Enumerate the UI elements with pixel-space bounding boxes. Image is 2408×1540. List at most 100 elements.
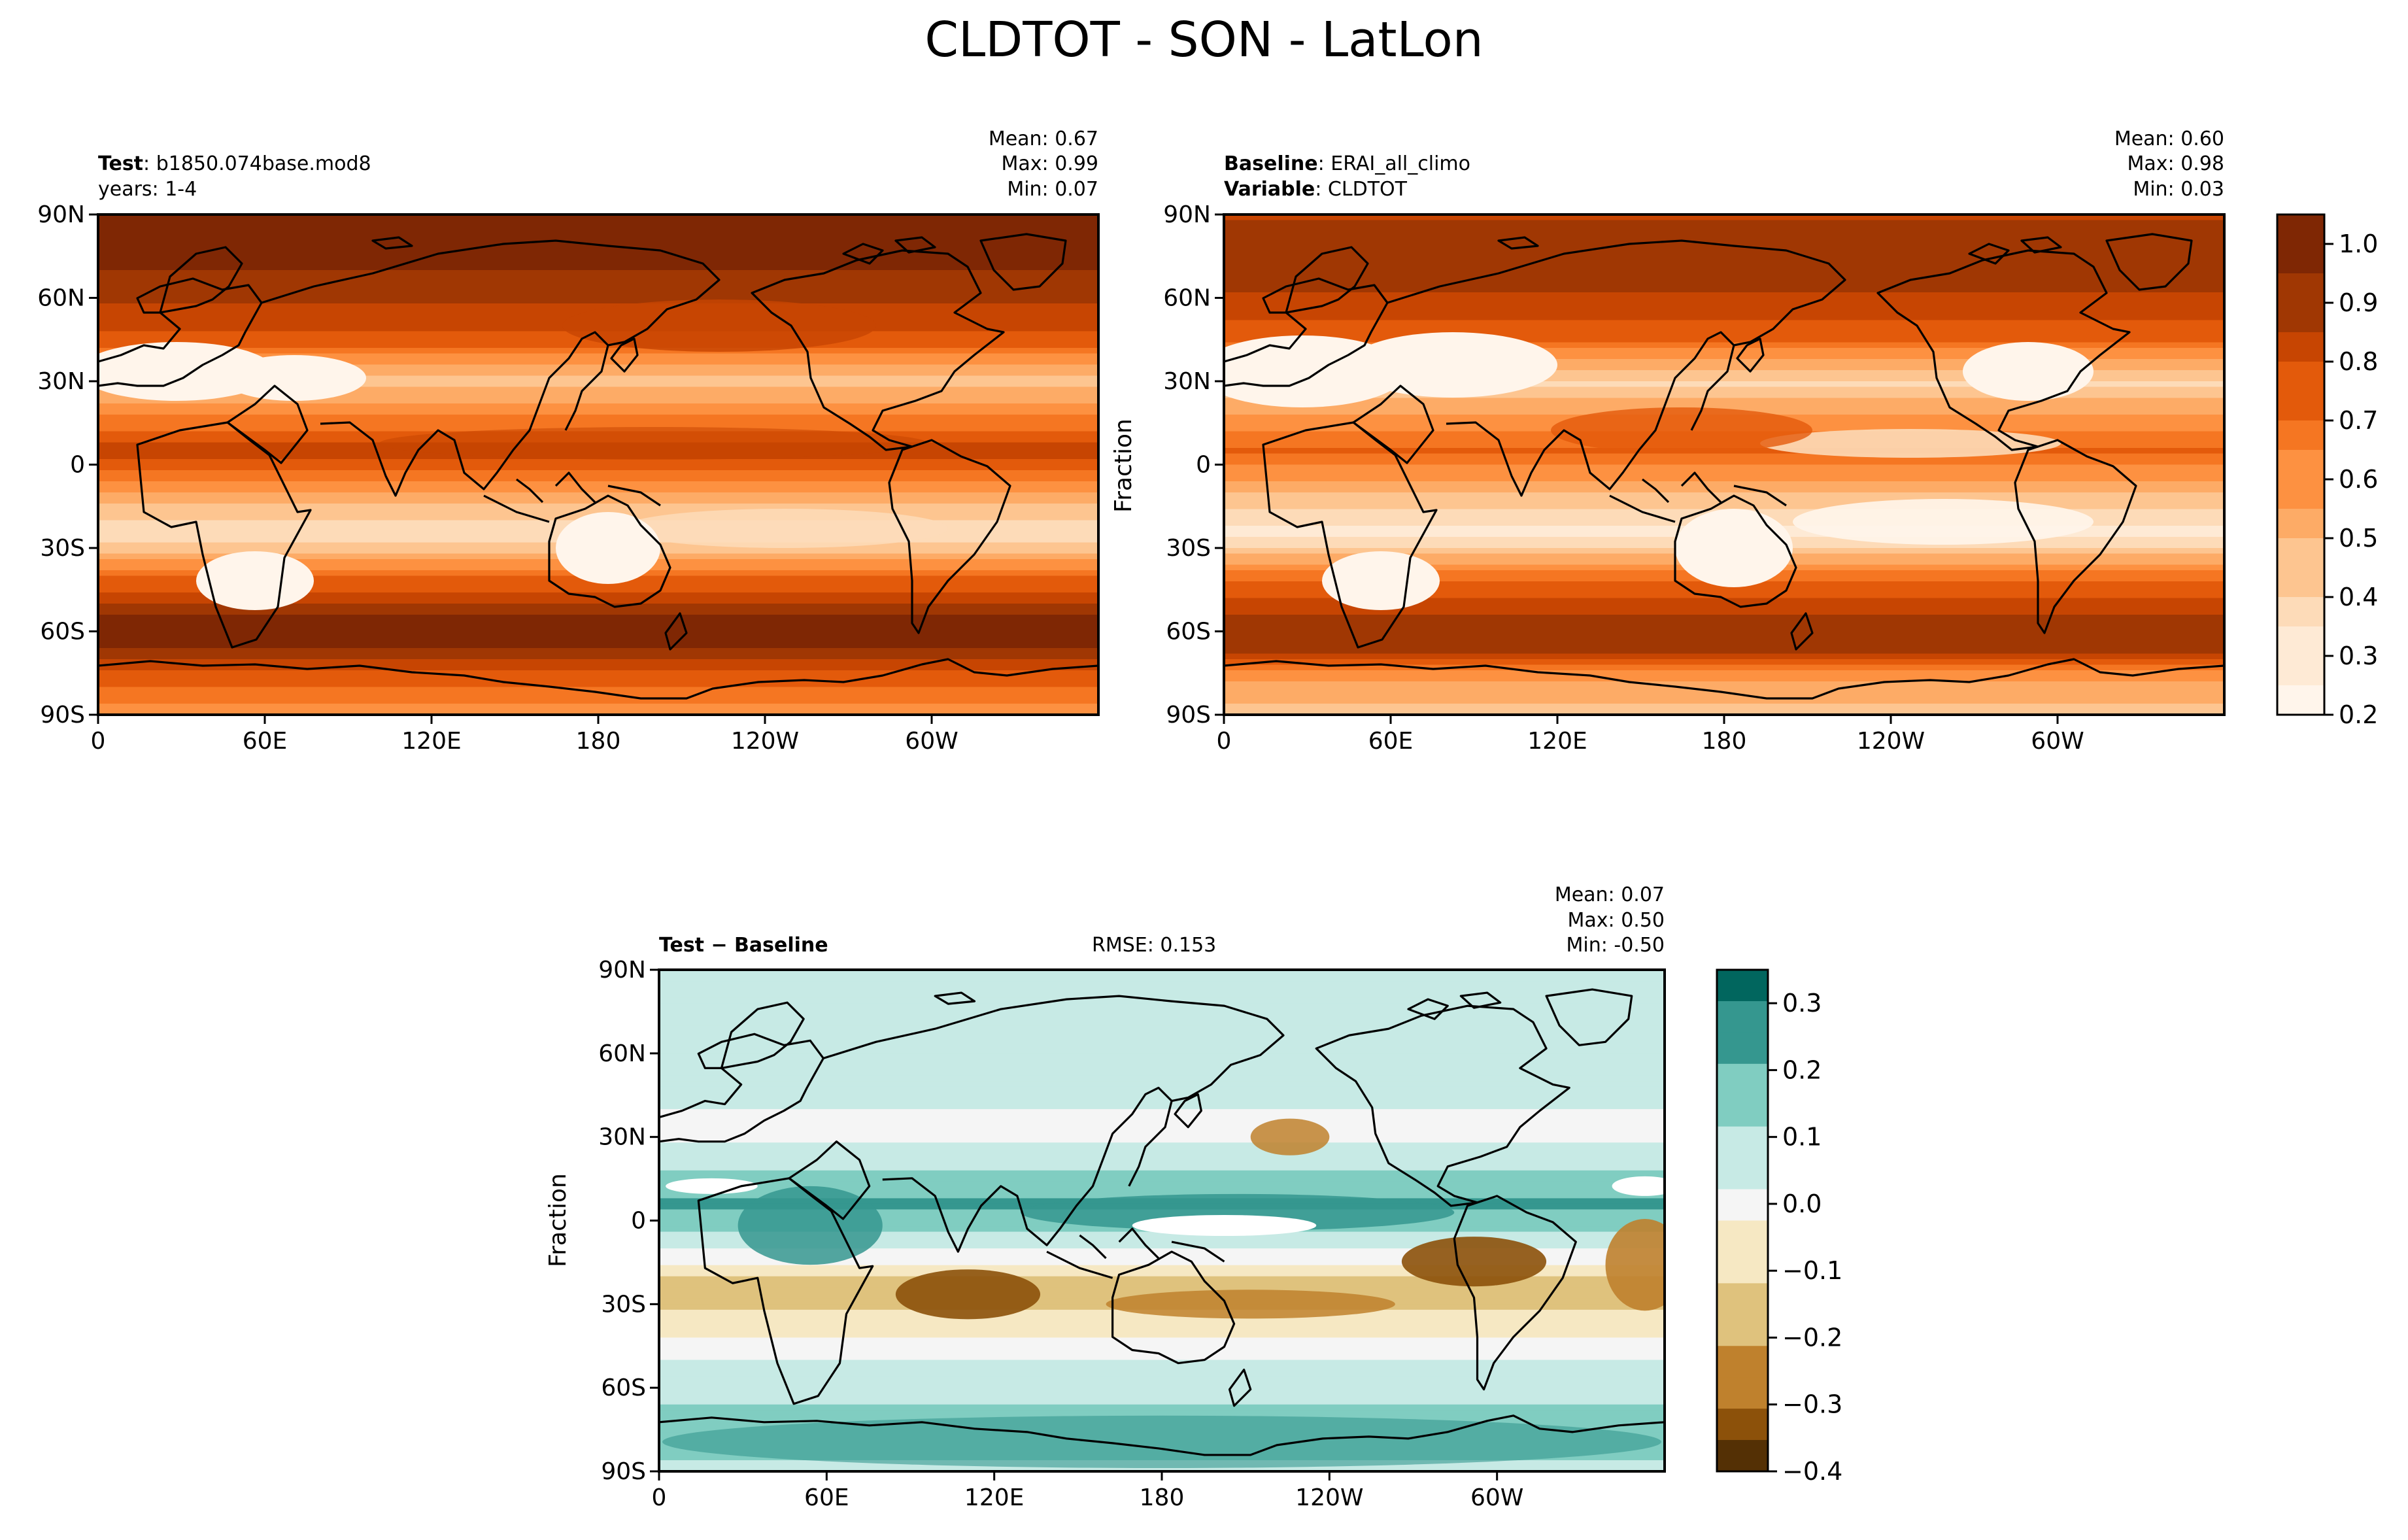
latitude-band <box>1224 676 2224 682</box>
latitude-band <box>1224 681 2224 688</box>
colorbar-step <box>2277 362 2324 392</box>
latitude-band <box>659 1343 1665 1350</box>
latitude-band <box>659 1337 1665 1344</box>
figure-title: CLDTOT - SON - LatLon <box>924 12 1484 68</box>
baseline-variable-name: CLDTOT <box>1328 178 1408 201</box>
latitude-band <box>659 1081 1665 1087</box>
y-tick-label: 0 <box>631 1208 646 1235</box>
latitude-band <box>659 975 1665 982</box>
latitude-band <box>98 303 1098 310</box>
x-tick-label: 60E <box>1368 728 1414 755</box>
latitude-band <box>659 1393 1665 1400</box>
latitude-band <box>98 226 1098 232</box>
x-tick-label: 180 <box>576 728 621 755</box>
test-panel: 90N 60N 30N 0 30S 60S 90S 0 60E 120E 180 120W 60W T… <box>37 128 1100 755</box>
latitude-band <box>98 464 1098 471</box>
latitude-band <box>1224 237 2224 243</box>
latitude-band <box>98 687 1098 693</box>
latitude-band <box>98 598 1098 604</box>
latitude-band <box>1224 698 2224 704</box>
latitude-band <box>98 275 1098 282</box>
colorbar-tick-label: 0.2 <box>2339 700 2378 729</box>
latitude-band <box>659 1019 1665 1027</box>
y-tick-label: 30S <box>1166 535 1211 562</box>
colorbar-tick-label: 0.2 <box>1782 1055 1822 1084</box>
latitude-band <box>1224 303 2224 310</box>
latitude-band <box>1224 615 2224 621</box>
baseline-label-key: Baseline <box>1224 152 1318 175</box>
colorbar-step <box>1717 1001 1768 1033</box>
latitude-band <box>98 626 1098 632</box>
colorbar-tick-label: 0.3 <box>2339 642 2378 670</box>
latitude-band <box>659 1326 1665 1333</box>
latitude-band <box>1224 604 2224 610</box>
latitude-band <box>98 292 1098 299</box>
latitude-band <box>659 1165 1665 1171</box>
baseline-variable-key: Variable <box>1224 178 1315 201</box>
latitude-band <box>1224 592 2224 599</box>
colorbar-step <box>1717 1157 1768 1190</box>
latitude-band <box>659 1320 1665 1327</box>
latitude-band <box>1224 375 2224 382</box>
colorbar-step <box>2277 568 2324 598</box>
latitude-band <box>98 259 1098 265</box>
latitude-band <box>659 1248 1665 1255</box>
diff-label: Test − Baseline <box>659 934 828 957</box>
colorbar-step <box>1717 1063 1768 1096</box>
latitude-band <box>98 375 1098 382</box>
colorbar-step <box>1717 970 1768 1002</box>
latitude-band <box>98 220 1098 226</box>
latitude-band <box>1224 320 2224 326</box>
latitude-band <box>659 1070 1665 1076</box>
colorbar-step <box>2277 656 2324 686</box>
baseline-mean: Mean: 0.60 <box>2114 128 2224 150</box>
latitude-band <box>659 1265 1665 1272</box>
colorbar-step <box>1717 1189 1768 1222</box>
latitude-band <box>98 653 1098 660</box>
latitude-band <box>98 237 1098 243</box>
latitude-band <box>98 298 1098 304</box>
latitude-band <box>98 281 1098 288</box>
latitude-band <box>659 1282 1665 1288</box>
west-pacific-cloudy-region <box>1551 407 1812 453</box>
latitude-band <box>98 214 1098 221</box>
latitude-band <box>659 1170 1665 1177</box>
colorbar-step <box>1717 1346 1768 1378</box>
baseline-panel: 90N 60N 30N 0 30S 60S 90S 0 60E 120E 180 120W 60W B… <box>1110 128 2226 755</box>
latitude-band <box>659 1271 1665 1277</box>
latitude-band <box>98 642 1098 649</box>
latitude-band <box>1224 386 2224 393</box>
latitude-band <box>1224 659 2224 666</box>
colorbar-tick-label: −0.4 <box>1782 1457 1842 1486</box>
latitude-band <box>98 504 1098 510</box>
colorbar-frame <box>1716 968 1769 1473</box>
indian-ocean-dry-region <box>895 1269 1041 1320</box>
colorbar-tick-label: −0.1 <box>1782 1256 1842 1285</box>
latitude-band <box>98 615 1098 621</box>
diff-mean: Mean: 0.07 <box>1555 883 1665 906</box>
baseline-max: Max: 0.98 <box>2128 152 2224 175</box>
latitude-band <box>98 270 1098 277</box>
latitude-band <box>98 509 1098 515</box>
colorbar-step <box>2277 244 2324 274</box>
latitude-band <box>1224 286 2224 293</box>
latitude-band <box>659 1276 1665 1283</box>
diff-ylabel: Fraction <box>545 1173 571 1267</box>
latitude-band <box>1224 481 2224 488</box>
latitude-band <box>1224 464 2224 471</box>
latitude-band <box>659 1388 1665 1394</box>
colorbar-step <box>2277 509 2324 539</box>
latitude-band <box>1224 487 2224 493</box>
latitude-band <box>1224 248 2224 254</box>
latitude-band <box>98 704 1098 710</box>
latitude-band <box>1224 392 2224 399</box>
colorbar-step <box>1717 1032 1768 1065</box>
latitude-band <box>98 475 1098 482</box>
latitude-band <box>659 1036 1665 1043</box>
latitude-band <box>98 664 1098 671</box>
latitude-band <box>659 1142 1665 1149</box>
latitude-band <box>98 604 1098 610</box>
colorbar-step <box>2277 538 2324 568</box>
y-tick-label: 30N <box>598 1124 646 1151</box>
